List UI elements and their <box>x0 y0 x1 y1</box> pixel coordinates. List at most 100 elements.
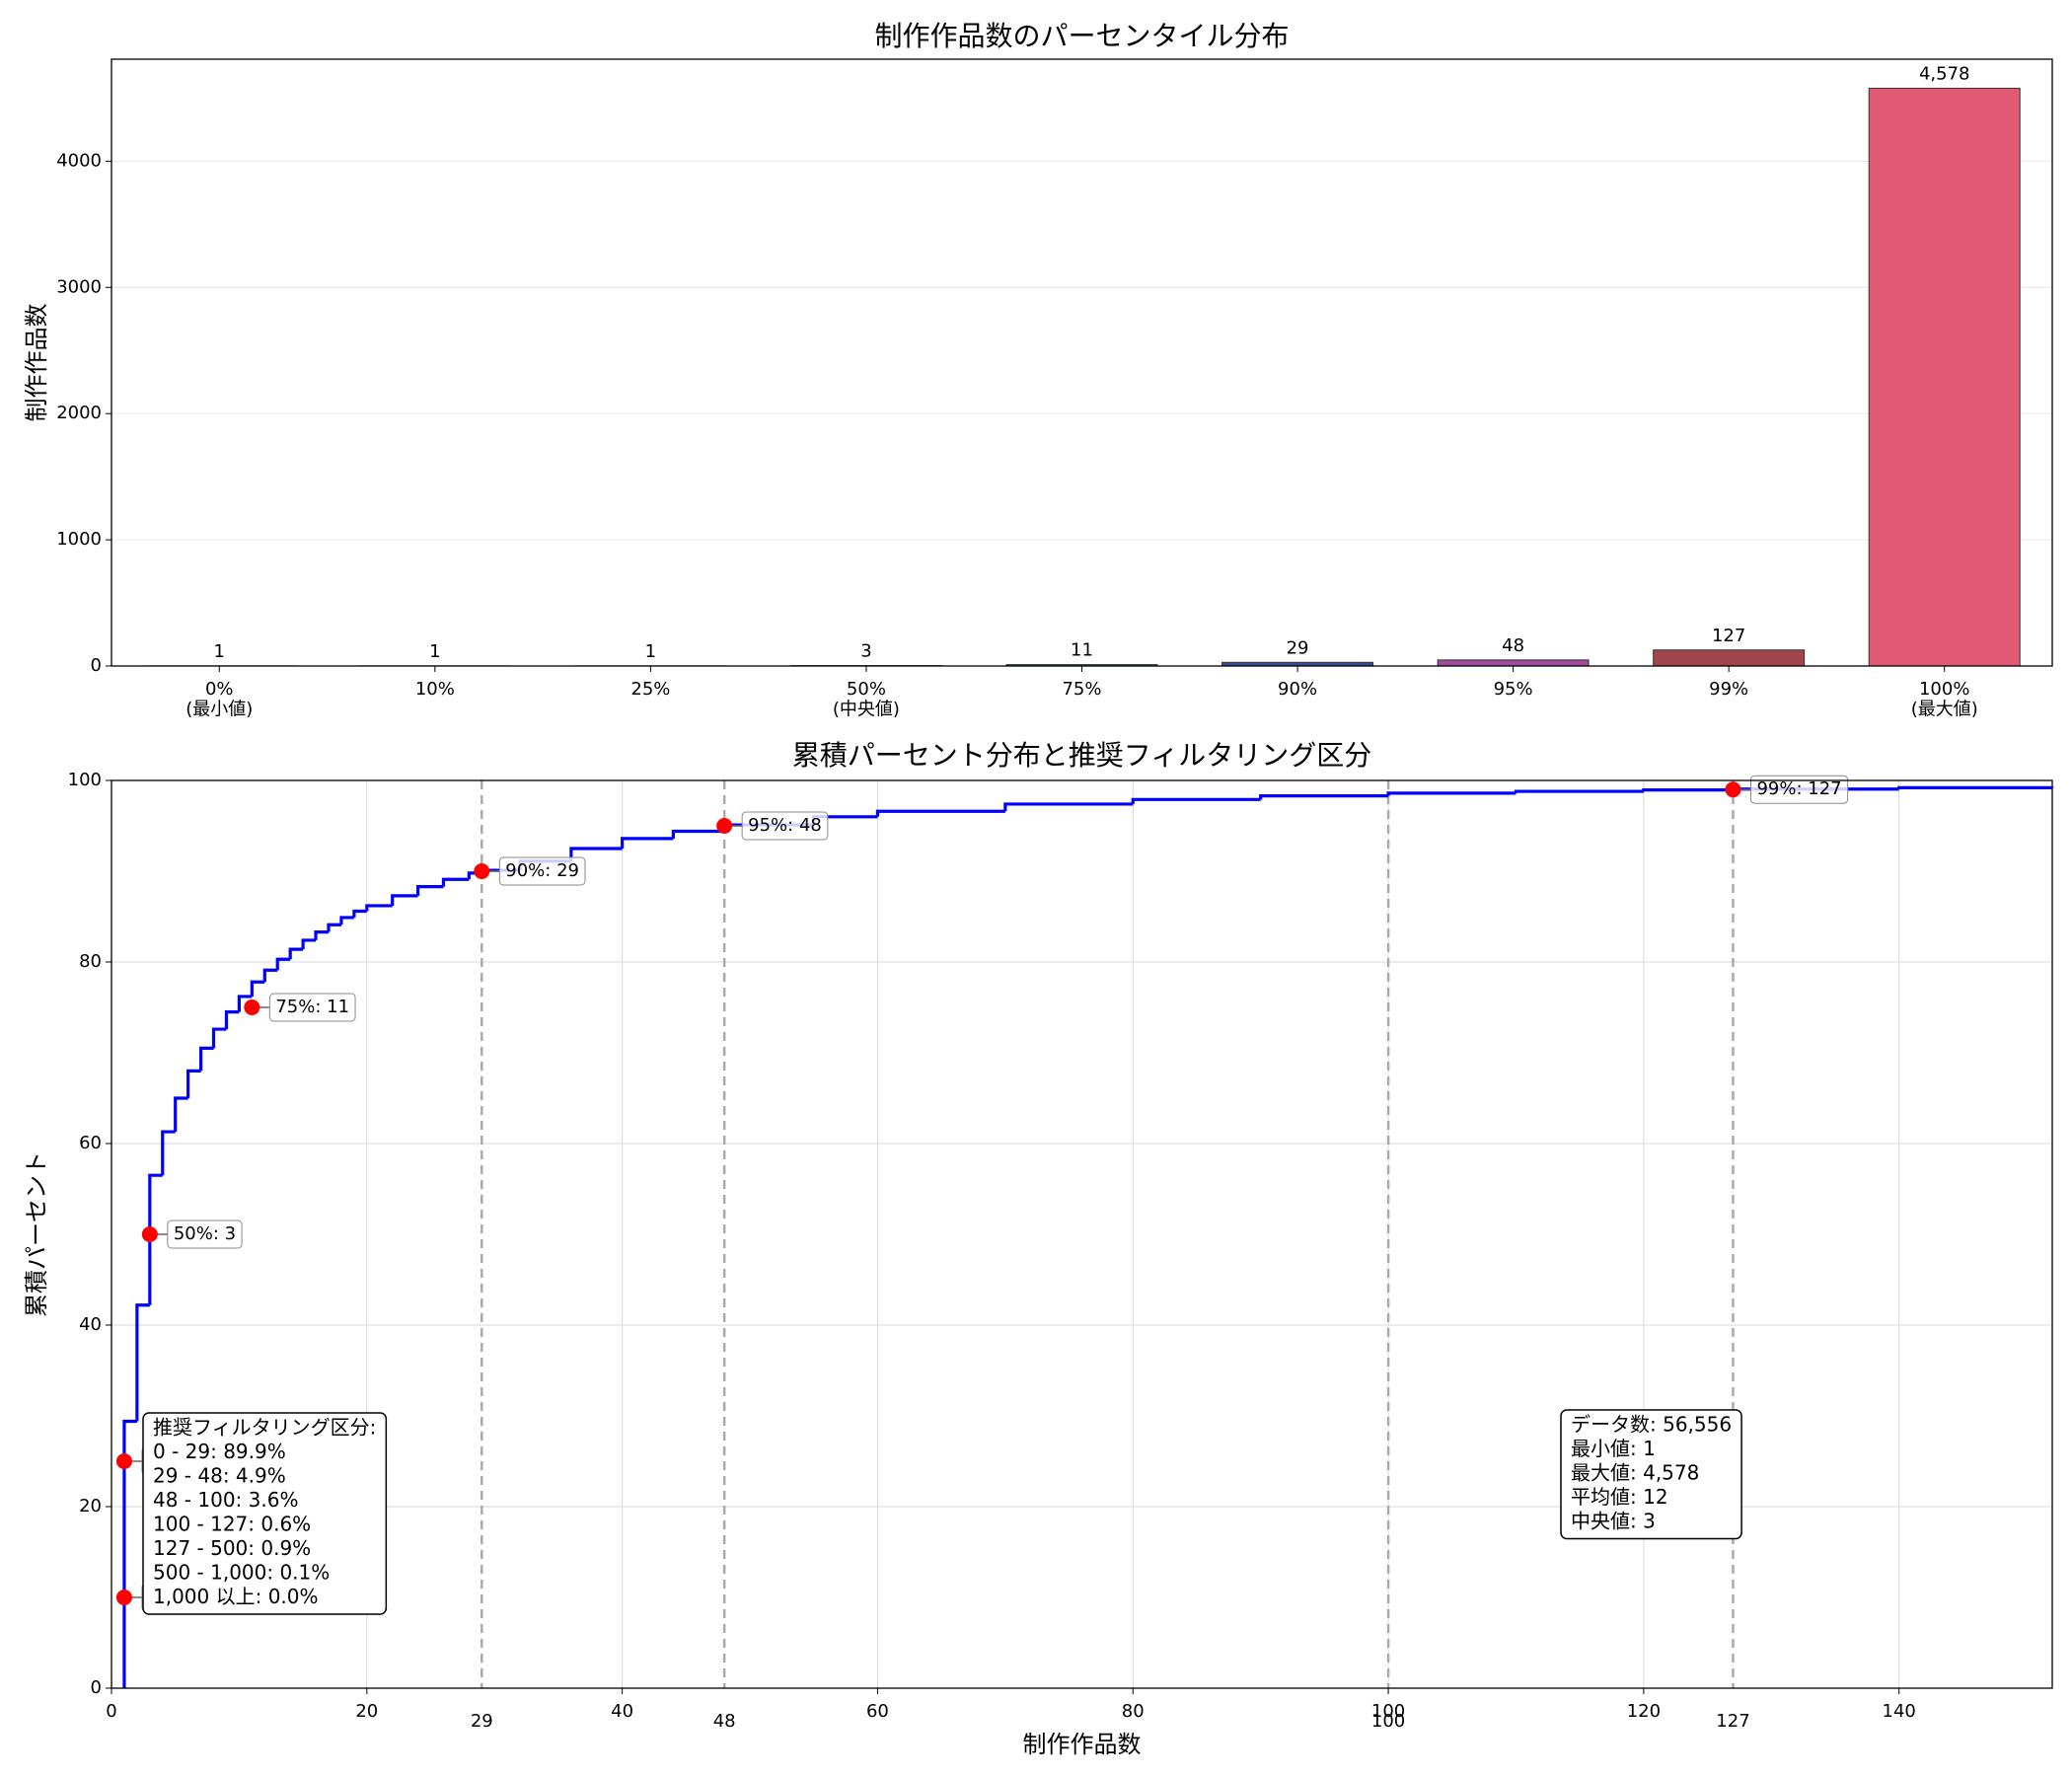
cumulative-step <box>352 909 367 918</box>
x-tick-label: 25% <box>630 679 670 700</box>
threshold-label: 127 <box>1716 1711 1749 1732</box>
threshold-label: 29 <box>471 1711 493 1732</box>
cumulative-step <box>365 904 393 912</box>
stats-box-line: 最小値: 1 <box>1571 1437 1656 1460</box>
threshold-label: 100 <box>1371 1711 1405 1732</box>
annotation-label: 95%: 48 <box>748 815 822 836</box>
filter-box-line: 0 - 29: 89.9% <box>153 1440 286 1463</box>
cumulative-step <box>288 947 304 960</box>
annotation-label: 99%: 127 <box>1756 778 1841 799</box>
cumulative-step <box>339 916 354 925</box>
x-tick-label: 10% <box>415 679 455 700</box>
value-label: 29 <box>1287 637 1309 658</box>
filter-box-line: 48 - 100: 3.6% <box>153 1488 298 1512</box>
axes-frame <box>111 779 2053 1689</box>
stats-box-line: 平均値: 12 <box>1571 1485 1668 1509</box>
value-label: 11 <box>1071 640 1093 661</box>
x-tick-label: 80 <box>1122 1701 1145 1722</box>
annotation-label: 90%: 29 <box>505 860 579 881</box>
x-tick-label: 75% <box>1062 679 1101 700</box>
cumulative-step <box>275 957 291 971</box>
percentile-marker <box>474 863 490 879</box>
x-tick-label: 140 <box>1883 1701 1916 1722</box>
x-tick-label: 95% <box>1494 679 1533 700</box>
y-tick-label: 3000 <box>56 276 102 297</box>
annotation-box <box>741 811 829 841</box>
value-label: 3 <box>860 641 871 662</box>
annotation-label: 50%: 3 <box>174 1223 236 1244</box>
x-tick-label: 60 <box>866 1701 889 1722</box>
y-axis-label: 制作作品数 <box>23 304 50 422</box>
cumulative-step <box>391 894 418 906</box>
y-tick-label: 4000 <box>56 150 102 171</box>
cumulative-step <box>301 938 317 950</box>
y-tick-label: 40 <box>79 1314 102 1335</box>
cumulative-step <box>224 1009 240 1030</box>
cumulative-step <box>671 829 725 839</box>
x-axis-label: 制作作品数 <box>1023 1731 1142 1758</box>
x-tick-label: 40 <box>611 1701 633 1722</box>
percentile-marker <box>716 818 733 834</box>
cumulative-step <box>1259 794 1389 800</box>
cumulative-step <box>327 923 341 932</box>
cumulative-step <box>875 809 1005 817</box>
filter-box-line: 127 - 500: 0.9% <box>153 1536 311 1560</box>
cumulative-step <box>186 1069 201 1098</box>
y-tick-label: 60 <box>79 1133 102 1153</box>
cumulative-step <box>237 995 253 1012</box>
x-tick-label: 100 <box>1371 1701 1405 1722</box>
y-tick-label: 100 <box>68 770 102 790</box>
y-tick-label: 0 <box>91 1677 102 1698</box>
x-tick-label: 50% (中央値) <box>833 679 900 720</box>
cumulative-step <box>1897 785 2052 789</box>
value-label: 4,578 <box>1919 63 1970 84</box>
y-axis-label: 累積パーセント <box>23 1151 50 1317</box>
bar <box>1437 659 1590 667</box>
y-tick-label: 1000 <box>56 529 102 550</box>
stats-box-line: 中央値: 3 <box>1571 1510 1656 1533</box>
x-tick-label: 100% (最大値) <box>1911 679 1978 720</box>
filter-box-line: 100 - 127: 0.6% <box>153 1513 311 1536</box>
cumulative-step <box>135 1303 150 1422</box>
bar <box>1868 87 2021 667</box>
percentile-marker <box>115 1453 132 1469</box>
cumulative-step <box>415 885 444 896</box>
cumulative-step <box>1003 802 1134 812</box>
annotation-box <box>1749 775 1849 804</box>
filter-box-line: 29 - 48: 4.9% <box>153 1464 286 1488</box>
threshold-label: 48 <box>713 1711 736 1732</box>
value-label: 1 <box>214 641 225 662</box>
cumulative-step <box>1386 791 1517 796</box>
cumulative-step <box>1131 797 1261 804</box>
cumulative-step <box>621 837 674 849</box>
annotation-box <box>167 1220 243 1249</box>
x-tick-label: 0 <box>106 1701 116 1722</box>
annotation-box <box>498 856 586 886</box>
cumulative-step <box>250 980 265 997</box>
stats-box <box>1560 1409 1742 1540</box>
y-tick-label: 0 <box>91 655 102 676</box>
annotation-box <box>268 993 356 1022</box>
stats-box-line: データ数: 56,556 <box>1571 1413 1732 1437</box>
value-label: 1 <box>645 641 656 662</box>
cumulative-step <box>1642 788 1734 792</box>
annotation-label: 75%: 11 <box>275 997 349 1017</box>
filter-box-line: 推奨フィルタリング区分: <box>153 1416 376 1440</box>
axes-frame <box>111 58 2053 667</box>
x-tick-label: 90% <box>1278 679 1317 700</box>
x-tick-label: 20 <box>355 1701 378 1722</box>
filter-box <box>142 1412 388 1615</box>
percentile-marker <box>244 999 260 1015</box>
cumulative-step <box>211 1027 227 1049</box>
value-label: 127 <box>1712 626 1745 646</box>
cumulative-step <box>262 968 278 983</box>
filter-box-line: 500 - 1,000: 0.1% <box>153 1561 330 1585</box>
cumulative-step <box>314 930 329 940</box>
chart-title: 累積パーセント分布と推奨フィルタリング区分 <box>792 739 1371 772</box>
y-tick-label: 2000 <box>56 403 102 423</box>
bar <box>1653 649 1806 667</box>
cumulative-step <box>1514 789 1644 793</box>
x-tick-label: 120 <box>1627 1701 1661 1722</box>
cumulative-step <box>148 1173 163 1305</box>
